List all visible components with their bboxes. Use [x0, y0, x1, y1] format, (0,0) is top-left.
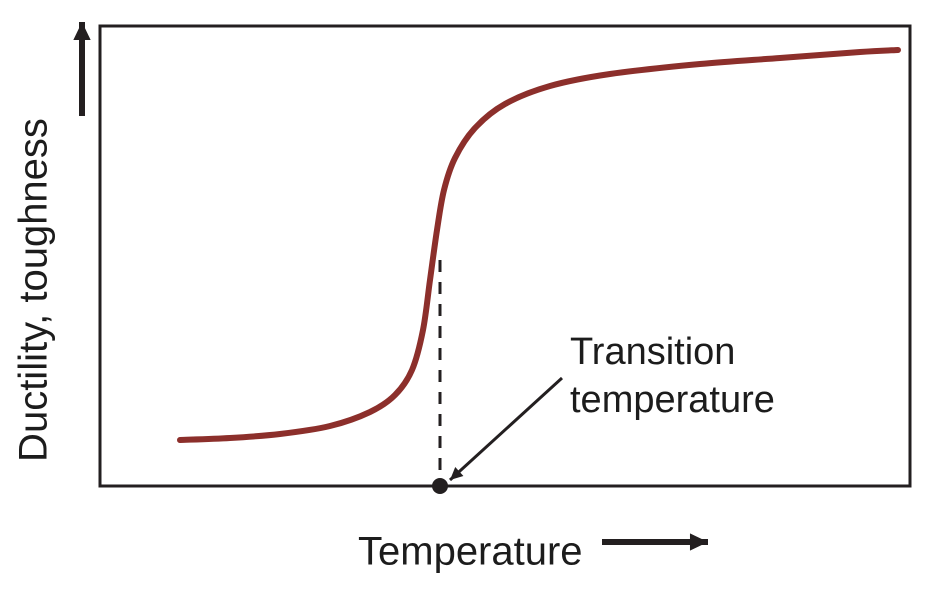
transition-temperature-chart: Transition temperature Temperature Ducti…: [0, 0, 938, 592]
y-axis-label: Ductility, toughness: [12, 118, 56, 462]
y-axis-arrowhead-icon: [73, 22, 90, 40]
callout-label-line1: Transition: [570, 331, 735, 373]
x-axis-label: Temperature: [358, 530, 583, 574]
callout-arrow: [450, 378, 562, 480]
chart-container: Transition temperature Temperature Ducti…: [0, 0, 938, 592]
transition-dot: [432, 478, 448, 494]
ductility-curve: [180, 50, 898, 440]
x-axis-arrowhead-icon: [690, 533, 708, 550]
plot-border: [100, 26, 910, 486]
callout-label-line2: temperature: [570, 379, 775, 421]
